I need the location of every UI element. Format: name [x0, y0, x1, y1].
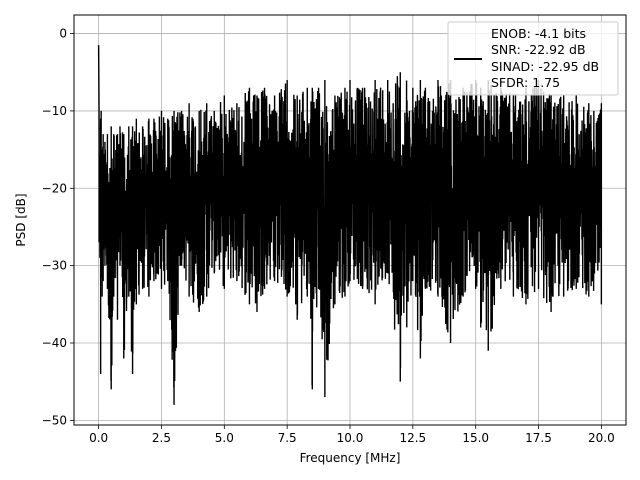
x-tick-label: 2.5 — [152, 431, 171, 445]
legend-entry-snr: SNR: -22.92 dB — [491, 42, 586, 57]
x-axis-ticks: 0.0 2.5 5.0 7.5 10.0 12.5 15.0 17.5 20.0 — [89, 425, 615, 445]
y-axis-ticks: 0 −10 −20 −30 −40 −50 — [42, 27, 74, 427]
y-tick-label: −10 — [42, 104, 67, 118]
y-tick-label: 0 — [59, 27, 67, 41]
x-tick-label: 20.0 — [588, 431, 615, 445]
y-tick-label: −30 — [42, 259, 67, 273]
x-tick-label: 12.5 — [399, 431, 426, 445]
x-axis-label: Frequency [MHz] — [300, 451, 401, 465]
x-tick-label: 15.0 — [462, 431, 489, 445]
legend-entry-sfdr: SFDR: 1.75 — [491, 75, 560, 90]
x-tick-label: 0.0 — [89, 431, 108, 445]
y-tick-label: −40 — [42, 336, 67, 350]
x-tick-label: 17.5 — [525, 431, 552, 445]
psd-series-line — [97, 45, 603, 405]
y-axis-label: PSD [dB] — [14, 193, 28, 246]
legend-box — [447, 21, 619, 96]
x-tick-label: 5.0 — [215, 431, 234, 445]
y-tick-label: −50 — [42, 413, 67, 427]
x-tick-label: 7.5 — [278, 431, 297, 445]
y-tick-label: −20 — [42, 181, 67, 195]
legend-entry-enob: ENOB: -4.1 bits — [491, 26, 586, 41]
x-tick-label: 10.0 — [337, 431, 364, 445]
legend-entry-sinad: SINAD: -22.95 dB — [491, 59, 599, 74]
psd-series — [97, 45, 603, 405]
legend: ENOB: -4.1 bits SNR: -22.92 dB SINAD: -2… — [447, 21, 619, 96]
